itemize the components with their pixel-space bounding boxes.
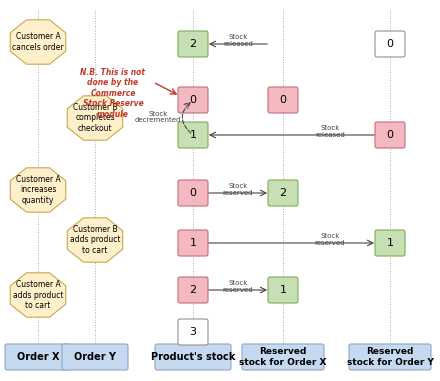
Text: Order Y: Order Y (74, 352, 116, 362)
FancyBboxPatch shape (242, 344, 324, 370)
Polygon shape (67, 96, 123, 140)
FancyBboxPatch shape (178, 180, 208, 206)
FancyBboxPatch shape (178, 122, 208, 148)
Text: 0: 0 (386, 39, 393, 49)
Polygon shape (10, 20, 66, 64)
FancyBboxPatch shape (268, 180, 298, 206)
Text: 0: 0 (386, 130, 393, 140)
FancyBboxPatch shape (155, 344, 231, 370)
FancyBboxPatch shape (178, 31, 208, 57)
Text: 0: 0 (190, 95, 197, 105)
Text: Reserved
stock for Order Y: Reserved stock for Order Y (347, 347, 433, 367)
Text: 2: 2 (190, 39, 197, 49)
FancyBboxPatch shape (178, 277, 208, 303)
Text: Customer B
adds product
to cart: Customer B adds product to cart (70, 225, 120, 255)
FancyBboxPatch shape (62, 344, 128, 370)
Text: Customer A
adds product
to cart: Customer A adds product to cart (13, 280, 63, 310)
Text: Order X: Order X (17, 352, 59, 362)
Text: Customer A
increases
quantity: Customer A increases quantity (16, 175, 60, 205)
Text: Stock
decremented: Stock decremented (135, 110, 181, 123)
Text: Stock
reserved: Stock reserved (315, 233, 345, 246)
FancyBboxPatch shape (375, 31, 405, 57)
FancyBboxPatch shape (5, 344, 71, 370)
Text: 0: 0 (279, 95, 286, 105)
FancyBboxPatch shape (375, 122, 405, 148)
Text: Reserved
stock for Order X: Reserved stock for Order X (239, 347, 327, 367)
Text: 2: 2 (190, 285, 197, 295)
Text: Stock
released: Stock released (315, 125, 345, 138)
FancyBboxPatch shape (349, 344, 431, 370)
Text: Stock
reserved: Stock reserved (223, 280, 253, 293)
Text: 3: 3 (190, 327, 197, 337)
FancyBboxPatch shape (375, 230, 405, 256)
FancyBboxPatch shape (178, 319, 208, 345)
FancyBboxPatch shape (178, 230, 208, 256)
Text: Stock
reserved: Stock reserved (223, 183, 253, 196)
FancyBboxPatch shape (268, 87, 298, 113)
Text: N.B. This is not
done by the
Commerce
Stock Reserve
module: N.B. This is not done by the Commerce St… (81, 68, 146, 118)
Text: 0: 0 (190, 188, 197, 198)
FancyBboxPatch shape (268, 277, 298, 303)
Text: 1: 1 (386, 238, 393, 248)
Text: Product's stock: Product's stock (151, 352, 235, 362)
Text: Customer B
completes
checkout: Customer B completes checkout (73, 103, 117, 133)
Text: 1: 1 (190, 238, 197, 248)
Text: 1: 1 (190, 130, 197, 140)
Polygon shape (10, 273, 66, 317)
FancyBboxPatch shape (178, 87, 208, 113)
Text: 1: 1 (279, 285, 286, 295)
Polygon shape (10, 168, 66, 212)
Polygon shape (67, 218, 123, 262)
Text: Stock
released: Stock released (223, 34, 253, 47)
Text: Customer A
cancels order: Customer A cancels order (12, 32, 64, 52)
Text: 2: 2 (279, 188, 286, 198)
